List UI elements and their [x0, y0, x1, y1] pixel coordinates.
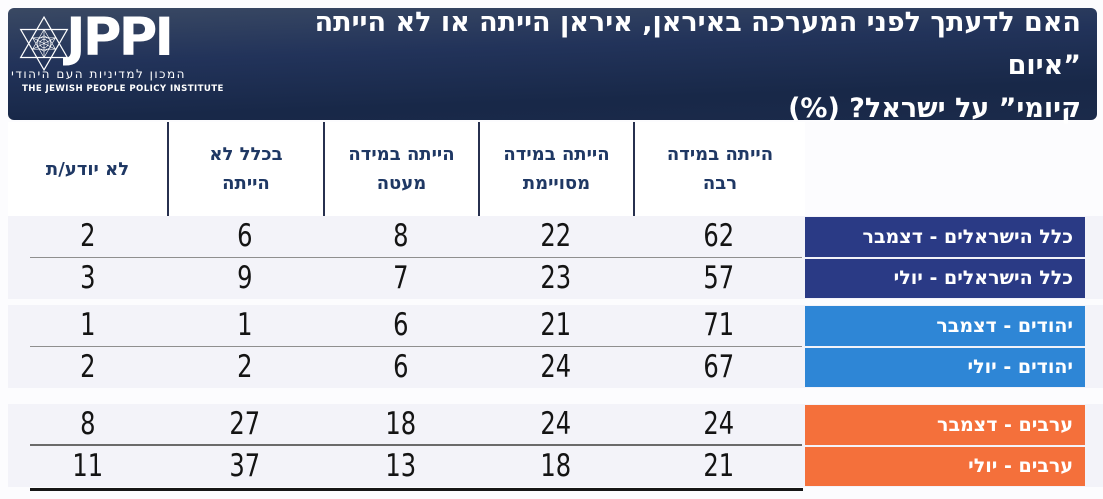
- table-row: ערבים - יולי 21 18 13 37 11: [8, 445, 1103, 488]
- data-cell: 11: [72, 447, 103, 484]
- data-cell: 2: [237, 348, 253, 385]
- data-cell: 23: [540, 259, 571, 296]
- survey-question-title: האם לדעתך לפני המערכה באיראן, איראן היית…: [270, 7, 1097, 124]
- data-cell: 24: [540, 348, 571, 385]
- table-row: יהודים - יולי 67 24 6 2 2: [8, 346, 1103, 389]
- row-label: כלל הישראלים - יולי: [805, 258, 1085, 298]
- table-row: כלל הישראלים - דצמבר 62 22 8 6 2: [8, 216, 1103, 258]
- data-cell: 6: [237, 218, 253, 255]
- column-header-small-extent: הייתה במידה מעטה: [323, 122, 478, 216]
- row-label: יהודים - דצמבר: [805, 306, 1085, 346]
- data-cell: 18: [540, 447, 571, 484]
- data-cell: 1: [79, 307, 96, 344]
- row-edge-spacer: [1085, 305, 1103, 347]
- row-edge-spacer: [1085, 258, 1103, 300]
- table-bottom-border: [30, 488, 803, 491]
- table-row: כלל הישראלים - יולי 57 23 7 9 3: [8, 257, 1103, 300]
- data-cell: 21: [540, 307, 571, 344]
- row-edge-spacer: [1085, 347, 1103, 389]
- data-cell: 8: [79, 406, 96, 443]
- row-divider: [30, 345, 802, 347]
- table-row: ערבים - דצמבר 24 24 18 27 8: [8, 404, 1103, 446]
- table-row: יהודים - דצמבר 71 21 6 1 1: [8, 305, 1103, 347]
- column-header-dont-know: לא יודע/ת: [45, 158, 130, 180]
- column-header-not-at-all: בכלל לא הייתה: [167, 122, 323, 216]
- data-cell: 24: [540, 406, 571, 443]
- data-cell: 6: [392, 348, 409, 385]
- row-label: כלל הישראלים - דצמבר: [805, 217, 1085, 257]
- jppi-logo: JPPI המכון למדיניות העם היהודי THE JEWIS…: [8, 8, 270, 120]
- logo-tagline-english: THE JEWISH PEOPLE POLICY INSTITUTE: [22, 84, 224, 94]
- data-cell: 57: [703, 259, 735, 296]
- logo-tagline-hebrew: המכון למדיניות העם היהודי: [11, 67, 186, 81]
- data-cell: 62: [703, 218, 735, 255]
- group-jews: יהודים - דצמבר 71 21 6 1 1 יהודים - יולי…: [8, 305, 1103, 388]
- data-cell: 24: [703, 406, 735, 443]
- row-edge-spacer: [1085, 216, 1103, 258]
- data-cell: 37: [229, 447, 261, 484]
- data-cell: 7: [392, 259, 409, 296]
- row-edge-spacer: [1085, 404, 1103, 446]
- star-of-david-icon: [19, 15, 69, 72]
- data-cell: 27: [229, 406, 261, 443]
- data-cell: 13: [385, 447, 416, 484]
- row-divider: [30, 256, 802, 258]
- row-label: ערבים - דצמבר: [805, 405, 1085, 445]
- row-label: יהודים - יולי: [805, 347, 1085, 387]
- data-cell: 2: [79, 218, 96, 255]
- data-cell: 18: [385, 406, 416, 443]
- jppi-wordmark: JPPI: [66, 7, 174, 68]
- data-cell: 71: [703, 307, 735, 344]
- data-cell: 22: [540, 218, 571, 255]
- data-cell: 9: [237, 259, 253, 296]
- group-all-israelis: כלל הישראלים - דצמבר 62 22 8 6 2 כלל היש…: [8, 216, 1103, 299]
- column-header-certain-extent: הייתה במידה מסויימת: [478, 122, 633, 216]
- data-cell: 6: [392, 307, 409, 344]
- data-cell: 67: [703, 348, 735, 385]
- data-cell: 1: [237, 307, 253, 344]
- data-cell: 8: [392, 218, 409, 255]
- data-cell: 3: [79, 259, 96, 296]
- row-divider: [30, 444, 802, 446]
- row-edge-spacer: [1085, 446, 1103, 488]
- table-header-row: הייתה במידה רבה הייתה במידה מסויימת היית…: [8, 122, 805, 216]
- title-line-2: קיומי” על ישראל? (%): [788, 92, 1081, 124]
- column-header-large-extent: הייתה במידה רבה: [633, 122, 805, 216]
- row-label: ערבים - יולי: [805, 446, 1085, 486]
- title-line-1: האם לדעתך לפני המערכה באיראן, איראן היית…: [314, 6, 1081, 81]
- data-cell: 21: [703, 447, 735, 484]
- group-arabs: ערבים - דצמבר 24 24 18 27 8 ערבים - יולי…: [8, 404, 1103, 487]
- data-cell: 2: [79, 348, 96, 385]
- header-banner: JPPI המכון למדיניות העם היהודי THE JEWIS…: [8, 7, 1097, 124]
